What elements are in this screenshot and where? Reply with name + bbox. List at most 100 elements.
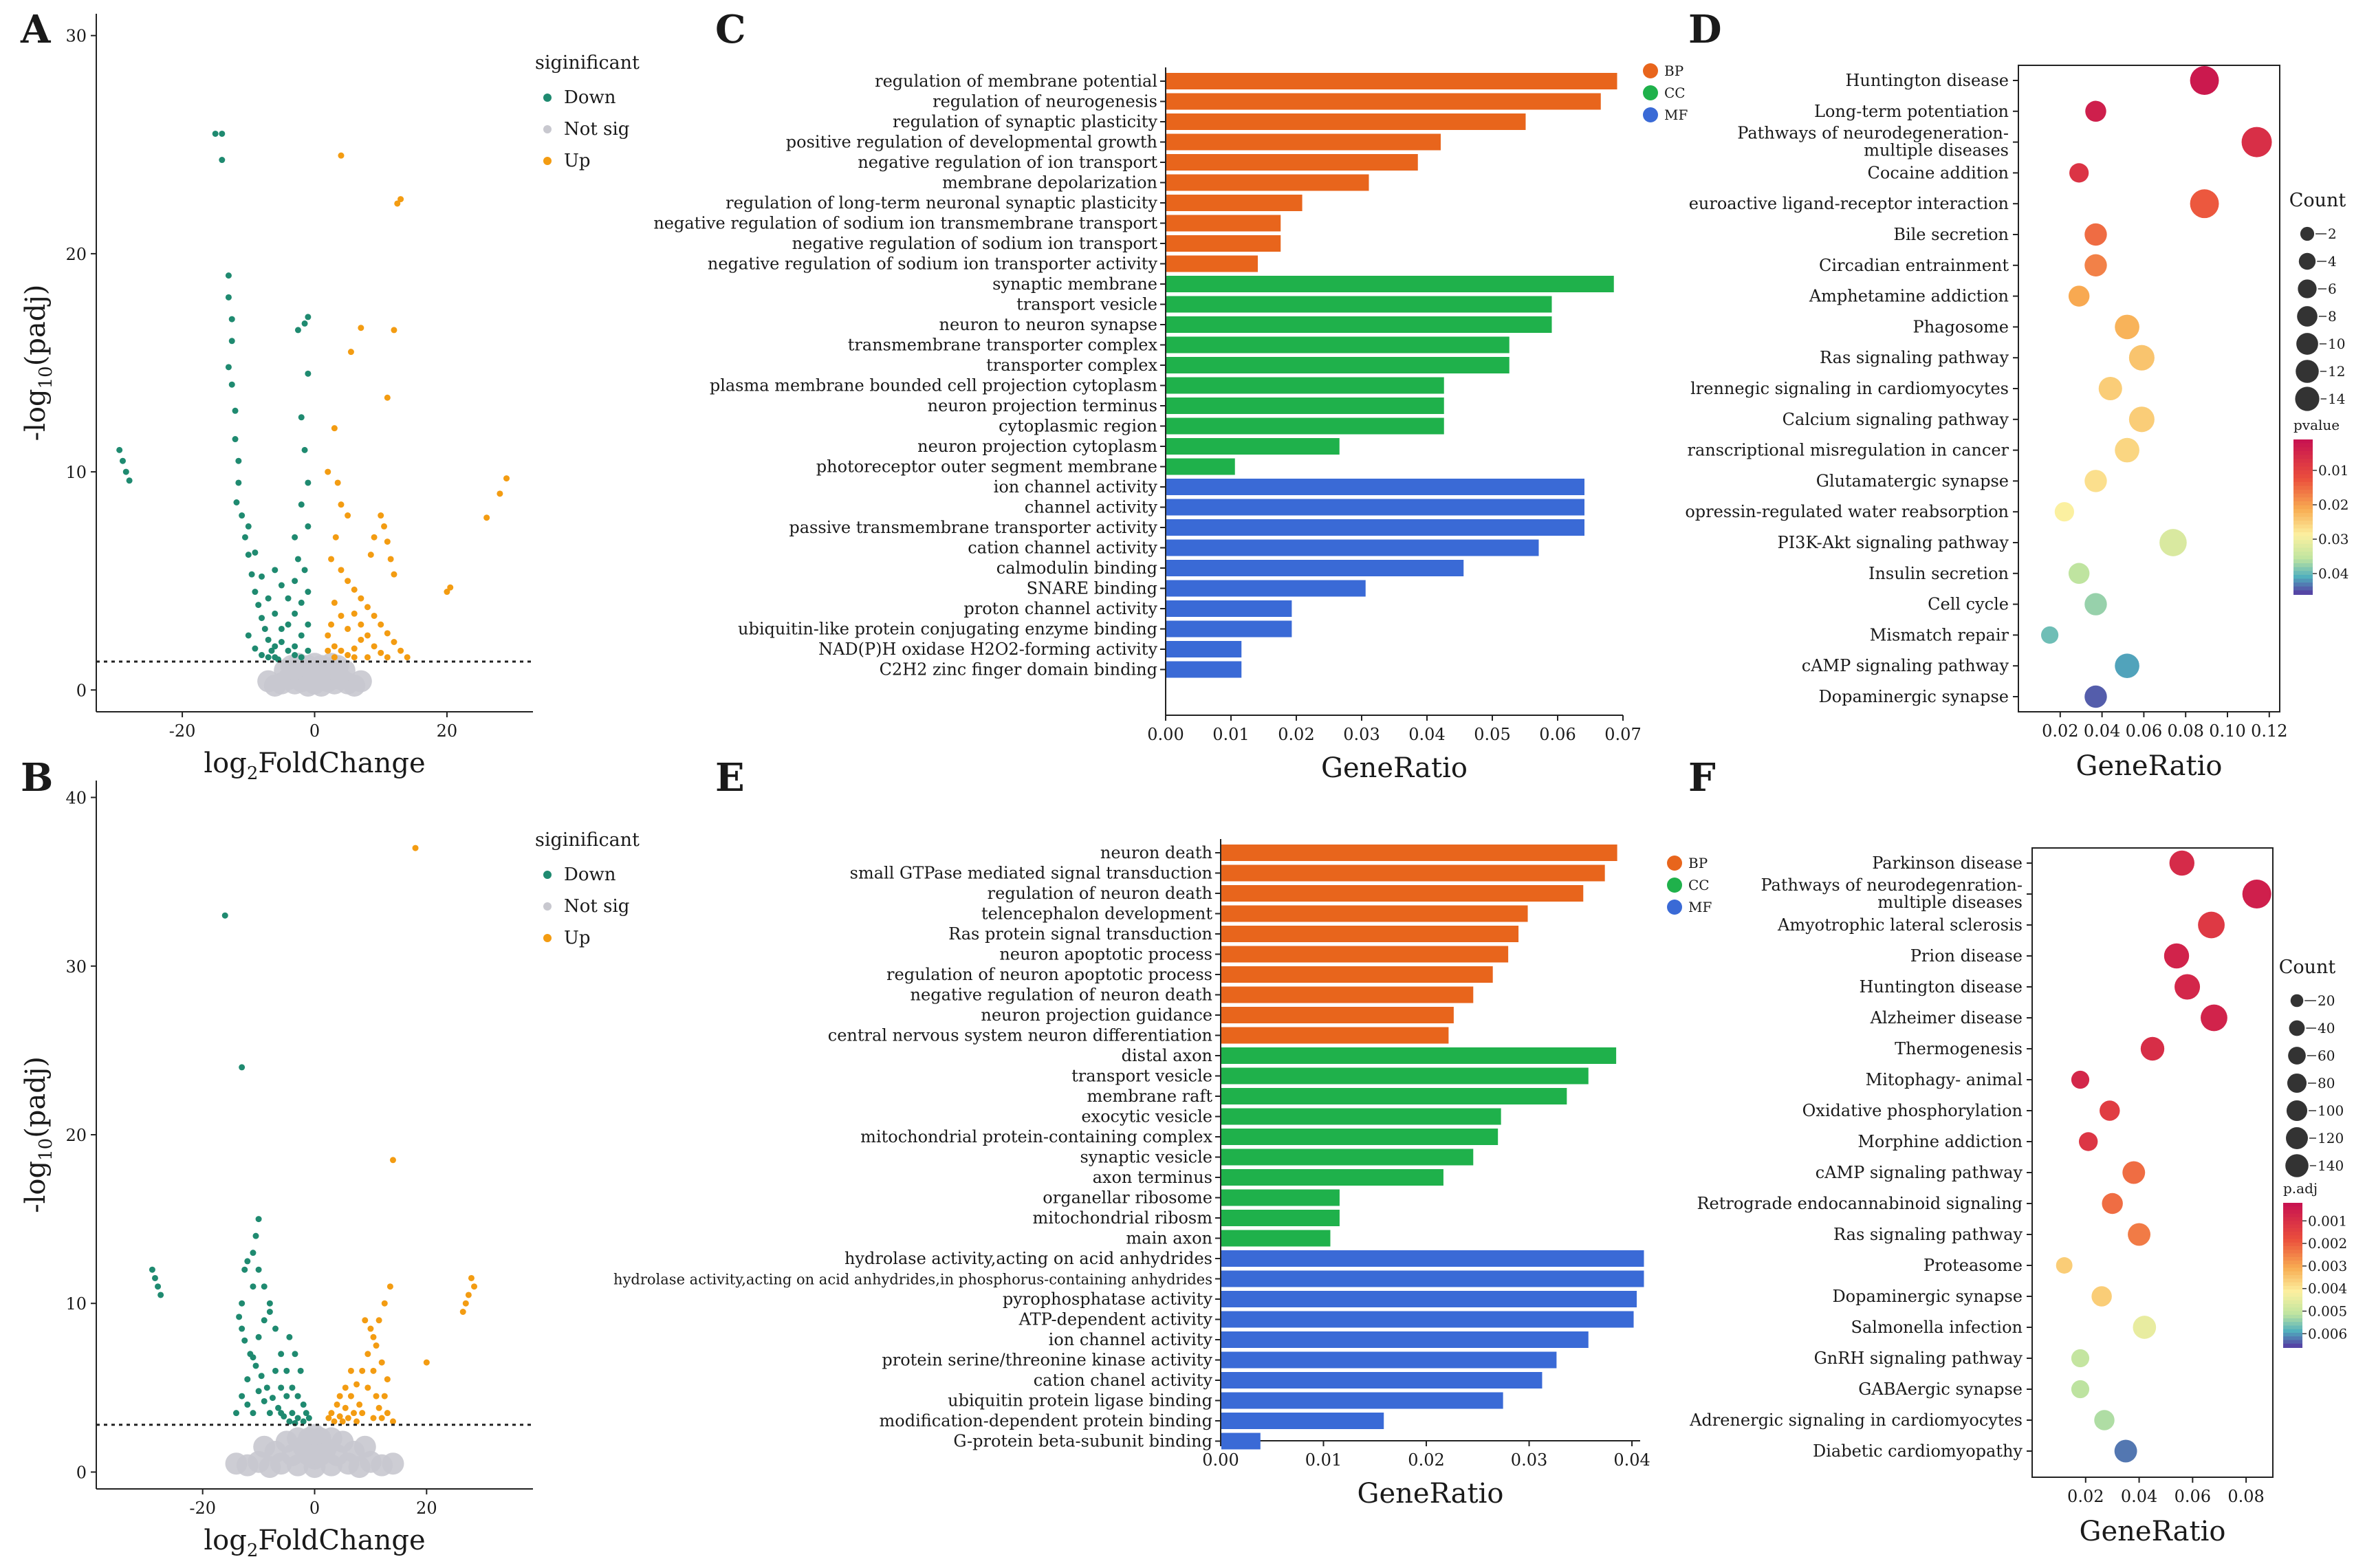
color-legend-label: 0.03 bbox=[2318, 531, 2349, 547]
data-point-down bbox=[272, 610, 279, 617]
data-point-down bbox=[225, 294, 232, 301]
color-legend-swatch bbox=[2283, 1333, 2302, 1338]
data-point-down bbox=[221, 912, 228, 919]
data-point-up bbox=[364, 1351, 371, 1358]
term-label: lrennegic signaling in cardiomyocytes bbox=[1690, 379, 2009, 398]
data-point-down bbox=[252, 1232, 259, 1239]
color-legend-swatch bbox=[2283, 1278, 2302, 1283]
color-legend-swatch bbox=[2293, 571, 2313, 576]
color-legend-swatch bbox=[2293, 524, 2313, 530]
term-label: Alzheimer disease bbox=[1870, 1008, 2023, 1027]
data-point-down bbox=[268, 647, 275, 654]
term-label: Ras signaling pathway bbox=[1833, 1225, 2023, 1244]
data-point-up bbox=[351, 645, 358, 652]
color-legend-swatch bbox=[2283, 1293, 2302, 1298]
data-point-down bbox=[297, 1367, 304, 1374]
bubble bbox=[2084, 593, 2107, 616]
panel-letter-f: F bbox=[1688, 755, 1716, 801]
category-label: neuron projection guidance bbox=[981, 1005, 1212, 1025]
bubble bbox=[2190, 189, 2219, 219]
color-legend-swatch bbox=[2293, 532, 2313, 537]
bar-mf bbox=[1221, 1270, 1644, 1287]
color-legend-swatch bbox=[2283, 1213, 2302, 1218]
color-legend-swatch bbox=[2293, 486, 2313, 491]
data-point-up bbox=[503, 475, 510, 482]
y-tick-label: 30 bbox=[65, 957, 87, 977]
color-legend-swatch bbox=[2283, 1253, 2302, 1258]
x-tick-label: 0.08 bbox=[2167, 721, 2203, 741]
data-point-up bbox=[370, 1415, 377, 1422]
color-legend-swatch bbox=[2293, 447, 2313, 452]
legend-label: BP bbox=[1664, 63, 1683, 79]
x-tick-label: 0.06 bbox=[1539, 725, 1576, 744]
category-label: transport vesicle bbox=[1016, 295, 1157, 314]
bubble bbox=[2201, 1004, 2227, 1032]
color-legend-swatch bbox=[2293, 474, 2313, 479]
bubble bbox=[2242, 880, 2271, 908]
color-legend-swatch bbox=[2293, 540, 2313, 545]
color-legend-swatch bbox=[2293, 481, 2313, 487]
bar-mf bbox=[1221, 1413, 1384, 1429]
bubble bbox=[2069, 163, 2089, 183]
legend-title: siginificant bbox=[535, 52, 640, 74]
term-label: Dopaminergic synapse bbox=[1832, 1287, 2023, 1306]
data-point-up bbox=[334, 1401, 340, 1408]
color-legend-swatch bbox=[2283, 1285, 2302, 1290]
data-point-up bbox=[345, 625, 351, 632]
color-legend-swatch bbox=[2283, 1232, 2302, 1237]
data-point-up bbox=[364, 604, 371, 611]
category-label: neuron projection cytoplasm bbox=[917, 437, 1157, 456]
data-point-down bbox=[301, 320, 308, 327]
data-point-down bbox=[265, 595, 272, 602]
size-legend-label: 10 bbox=[2328, 336, 2345, 352]
data-point-down bbox=[248, 571, 255, 578]
data-point-down bbox=[294, 1393, 301, 1400]
category-label: mitochondrial protein-containing complex bbox=[860, 1127, 1212, 1146]
data-point-up bbox=[378, 621, 384, 628]
category-label: regulation of neurogenesis bbox=[933, 92, 1157, 111]
data-point-up bbox=[389, 1418, 396, 1425]
category-label: C2H2 zinc finger domain binding bbox=[880, 660, 1157, 679]
data-point-up bbox=[345, 512, 351, 519]
data-point-up bbox=[350, 1410, 357, 1417]
bar-cc bbox=[1221, 1067, 1589, 1085]
bubble bbox=[2084, 223, 2107, 246]
category-label: ubiquitin-like protein conjugating enzym… bbox=[738, 620, 1157, 639]
x-tick-label: 0.07 bbox=[1604, 725, 1641, 744]
data-point-up bbox=[353, 1418, 360, 1425]
bar-cc bbox=[1166, 398, 1444, 414]
color-legend-swatch bbox=[2283, 1261, 2302, 1265]
color-legend-swatch bbox=[2283, 1343, 2302, 1348]
category-label: transmembrane transporter complex bbox=[848, 336, 1158, 355]
data-point-notsig bbox=[303, 1424, 326, 1446]
x-tick-label: 0.06 bbox=[2175, 1487, 2211, 1506]
data-point-up bbox=[358, 621, 364, 628]
data-point-down bbox=[261, 1317, 268, 1324]
color-legend-swatch bbox=[2293, 462, 2313, 468]
panel-letter-b: B bbox=[21, 755, 53, 801]
size-legend-label: 8 bbox=[2328, 308, 2337, 325]
bar-cc bbox=[1166, 417, 1444, 435]
category-label: main axon bbox=[1126, 1229, 1212, 1248]
color-legend-swatch bbox=[2293, 582, 2313, 587]
data-point-down bbox=[303, 1410, 309, 1417]
term-label: Adrenergic signaling in cardiomyocytes bbox=[1689, 1411, 2023, 1430]
data-point-up bbox=[447, 584, 454, 591]
x-tick-label: 0.10 bbox=[2209, 721, 2245, 741]
bar-mf bbox=[1221, 1392, 1503, 1409]
data-point-down bbox=[219, 157, 226, 164]
bar-mf bbox=[1221, 1250, 1644, 1267]
term-label: Proteasome bbox=[1923, 1256, 2023, 1275]
category-label: negative regulation of sodium ion transp… bbox=[792, 234, 1158, 253]
data-point-down bbox=[255, 1333, 262, 1340]
data-point-down bbox=[278, 1351, 285, 1358]
term-label: Thermogenesis bbox=[1895, 1039, 2023, 1058]
data-point-up bbox=[338, 501, 345, 508]
bar-bp bbox=[1221, 1007, 1454, 1023]
data-point-up bbox=[364, 654, 371, 661]
legend-label: Up bbox=[564, 928, 591, 948]
bar-cc bbox=[1166, 276, 1614, 292]
x-tick-label: 0.03 bbox=[1343, 725, 1380, 744]
category-label: positive regulation of developmental gro… bbox=[786, 133, 1157, 152]
data-point-down bbox=[252, 589, 259, 596]
